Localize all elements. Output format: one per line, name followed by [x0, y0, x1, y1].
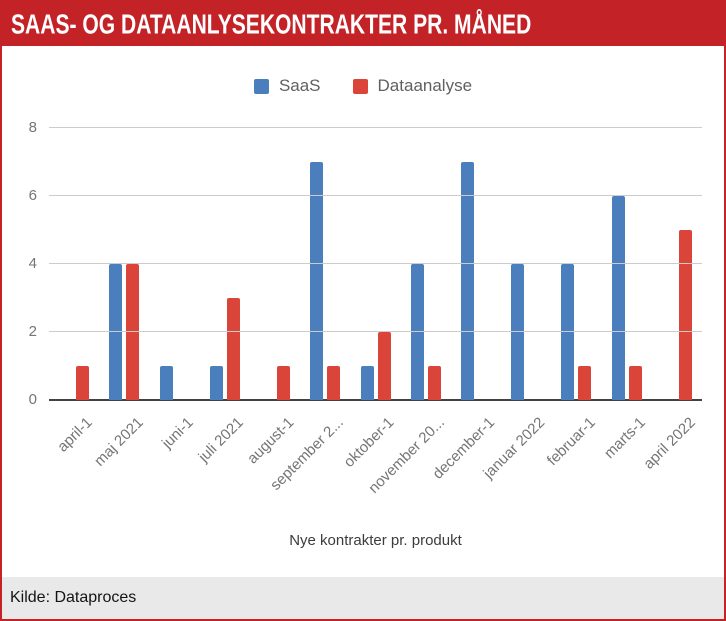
- bar-group-september-2: [300, 128, 350, 400]
- bar-group-november-20: [401, 128, 451, 400]
- x-tick-col-februar-1: februar-1: [543, 404, 601, 514]
- gridline-y4: [49, 263, 702, 264]
- x-tick-col-maj-2021: maj 2021: [91, 404, 149, 514]
- bar-group-august-1: [250, 128, 300, 400]
- bar-group-april-2022: [652, 128, 702, 400]
- bar-saas-februar-1: [561, 264, 575, 400]
- y-tick-label-6: 6: [28, 187, 37, 204]
- bar-group-april-1: [49, 128, 99, 400]
- x-tick-label-februar-1: februar-1: [543, 414, 599, 470]
- x-axis-line: [49, 399, 702, 401]
- x-tick-label-marts-1: marts-1: [600, 414, 649, 462]
- bar-saas-januar-2022: [511, 264, 525, 400]
- x-tick-col-juni-1: juni-1: [149, 404, 199, 514]
- chart-title: SAAS- OG DATAANLYSEKONTRAKTER PR. MÅNED: [11, 7, 532, 40]
- x-tick-col-juli-2021: juli 2021: [195, 404, 250, 514]
- legend-label-saas: SaaS: [278, 76, 321, 95]
- bar-saas-september-2: [310, 162, 324, 400]
- bar-saas-juni-1: [159, 366, 173, 400]
- chart-header-banner: SAAS- OG DATAANLYSEKONTRAKTER PR. MÅNED: [2, 2, 724, 46]
- y-tick-label-0: 0: [28, 391, 37, 408]
- bar-dataanalyse-februar-1: [578, 366, 592, 400]
- bar-saas-oktober-1: [360, 366, 374, 400]
- legend-swatch-saas: [253, 78, 269, 94]
- bar-group-marts-1: [602, 128, 652, 400]
- x-tick-col-januar-2022: januar 2022: [480, 404, 551, 514]
- legend-item-dataanalyse: Dataanalyse: [352, 76, 473, 96]
- bar-dataanalyse-april-1: [76, 366, 90, 400]
- y-tick-label-4: 4: [28, 255, 37, 272]
- x-tick-label-juni-1: juni-1: [158, 414, 197, 452]
- bar-dataanalyse-oktober-1: [377, 332, 391, 400]
- bar-group-januar-2022: [501, 128, 551, 400]
- bar-saas-december-1: [460, 162, 474, 400]
- y-tick-label-8: 8: [28, 119, 37, 136]
- gridline-y6: [49, 195, 702, 196]
- bar-dataanalyse-november-20: [427, 366, 441, 400]
- y-tick-label-2: 2: [28, 323, 37, 340]
- bar-saas-november-20: [410, 264, 424, 400]
- bar-group-februar-1: [551, 128, 601, 400]
- gridline-y8: [49, 127, 702, 128]
- bar-dataanalyse-juli-2021: [226, 298, 240, 400]
- x-tick-label-juli-2021: juli 2021: [195, 414, 247, 466]
- x-tick-label-maj-2021: maj 2021: [90, 414, 147, 470]
- bar-dataanalyse-maj-2021: [126, 264, 140, 400]
- bar-group-maj-2021: [99, 128, 149, 400]
- legend-swatch-dataanalyse: [352, 78, 368, 94]
- bar-saas-maj-2021: [109, 264, 123, 400]
- bar-group-juni-1: [149, 128, 199, 400]
- chart-area: SaaS Dataanalyse 0 2 4 6 8 april-1 maj 2021 jun…: [2, 46, 724, 577]
- bar-dataanalyse-august-1: [277, 366, 291, 400]
- legend-item-saas: SaaS: [253, 76, 321, 96]
- x-tick-col-april-2022: april 2022: [640, 404, 702, 514]
- plot-area: 0 2 4 6 8: [29, 119, 702, 408]
- bar-group-juli-2021: [200, 128, 250, 400]
- bar-group-december-1: [451, 128, 501, 400]
- source-label: Kilde: Dataproces: [10, 589, 137, 606]
- bar-dataanalyse-april-2022: [678, 230, 692, 400]
- legend: SaaS Dataanalyse: [2, 76, 724, 96]
- x-axis-labels: april-1 maj 2021 juni-1 juli 2021 august-1 se…: [49, 404, 702, 514]
- bar-saas-marts-1: [611, 196, 625, 400]
- bar-group-oktober-1: [350, 128, 400, 400]
- source-bar: Kilde: Dataproces: [2, 577, 724, 619]
- legend-label-dataanalyse: Dataanalyse: [377, 76, 473, 95]
- bar-dataanalyse-marts-1: [628, 366, 642, 400]
- gridline-y2: [49, 331, 702, 332]
- x-tick-label-april-1: april-1: [54, 414, 97, 456]
- bar-dataanalyse-september-2: [327, 366, 341, 400]
- x-axis-title: Nye kontrakter pr. produkt: [289, 532, 462, 549]
- bar-saas-juli-2021: [209, 366, 223, 400]
- bars-container: [49, 128, 702, 400]
